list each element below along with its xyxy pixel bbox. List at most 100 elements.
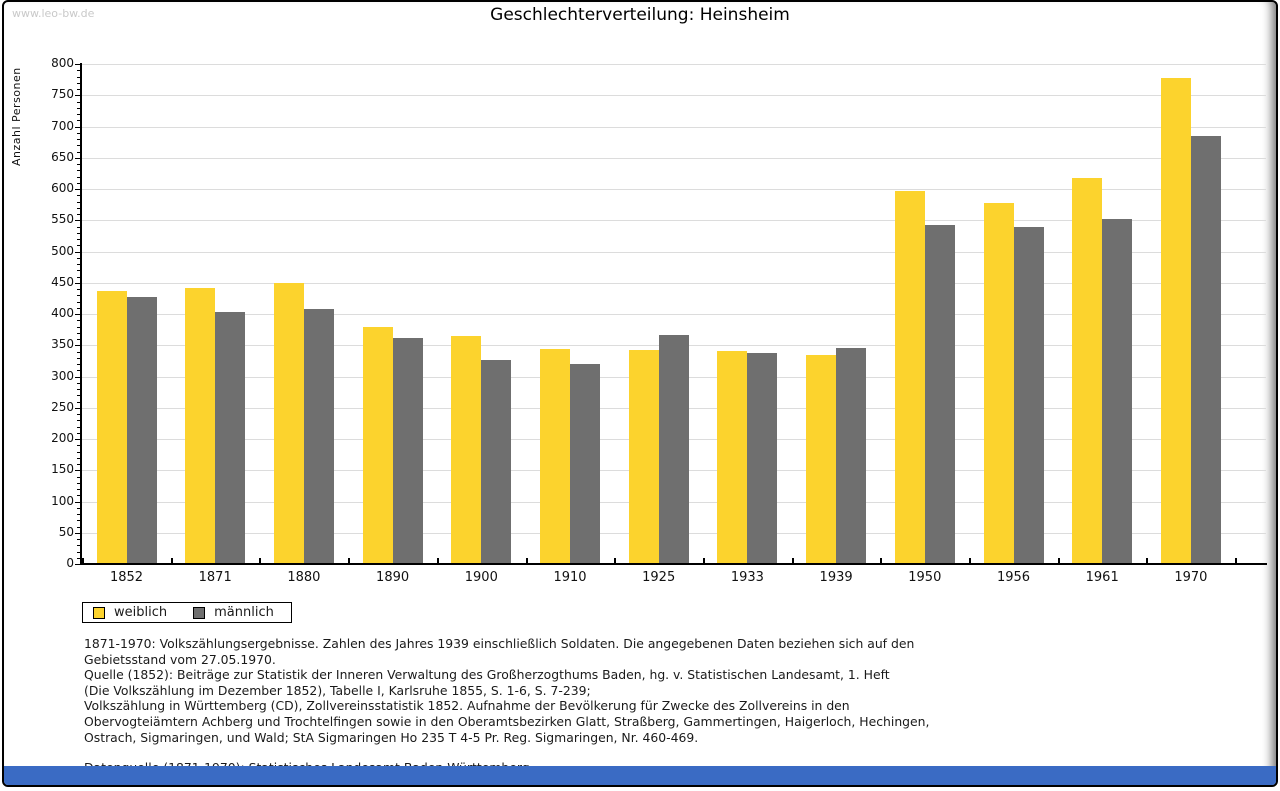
y-minor-tick — [77, 276, 81, 278]
legend-label-maennlich: männlich — [214, 605, 274, 620]
y-major-tick — [75, 345, 81, 347]
y-major-tick — [75, 95, 81, 97]
y-major-tick — [75, 251, 81, 253]
y-minor-tick — [77, 245, 81, 247]
y-major-tick — [75, 439, 81, 440]
y-major-tick — [75, 126, 81, 128]
y-tick-label: 800 — [51, 56, 74, 70]
gridline-750 — [82, 95, 1266, 97]
y-minor-tick — [77, 389, 81, 390]
x-tick — [436, 558, 439, 564]
x-tick-label: 1880 — [287, 570, 321, 585]
y-tick-label: 750 — [51, 87, 74, 102]
y-major-tick — [75, 282, 81, 284]
x-tick-label: 1939 — [819, 570, 853, 585]
y-tick-label: 250 — [51, 399, 74, 414]
x-tick — [348, 558, 351, 564]
y-minor-tick — [77, 351, 81, 353]
bar-männlich-1871 — [215, 311, 246, 564]
footnote-line: Quelle (1852): Beiträge zur Statistik de… — [84, 667, 890, 683]
x-tick-label: 1956 — [996, 570, 1031, 585]
x-tick-label: 1871 — [198, 570, 232, 585]
y-minor-tick — [77, 489, 81, 490]
bar-weiblich-1890 — [362, 326, 393, 564]
y-tick-label: 150 — [51, 462, 74, 477]
legend-swatch-weiblich — [93, 606, 105, 619]
y-tick-label: 700 — [51, 118, 74, 133]
bar-männlich-1852 — [126, 296, 157, 564]
x-tick — [1057, 558, 1060, 564]
y-minor-tick — [77, 320, 81, 322]
chart-title: Geschlechterverteilung: Heinsheim — [490, 5, 790, 25]
x-tick — [880, 558, 883, 564]
footnote-line: Gebietsstand vom 27.05.1970. — [84, 651, 276, 667]
y-minor-tick — [77, 414, 81, 415]
y-minor-tick — [77, 332, 81, 334]
y-minor-tick — [77, 201, 81, 203]
y-minor-tick — [77, 270, 81, 272]
y-minor-tick — [77, 151, 81, 153]
x-tick-label: 1970 — [1174, 570, 1208, 585]
x-axis-line — [80, 563, 1267, 565]
y-minor-tick — [77, 432, 81, 434]
x-tick — [1146, 558, 1149, 564]
y-minor-tick — [77, 370, 81, 372]
y-major-tick — [75, 157, 81, 159]
y-minor-tick — [77, 182, 81, 184]
y-minor-tick — [77, 207, 81, 209]
y-minor-tick — [77, 195, 81, 197]
y-minor-tick — [77, 520, 81, 522]
y-minor-tick — [77, 482, 81, 484]
y-minor-tick — [77, 307, 81, 309]
y-minor-tick — [77, 114, 81, 115]
legend-label-weiblich: weiblich — [114, 605, 168, 620]
y-tick-label: 200 — [51, 431, 74, 445]
bar-männlich-1890 — [392, 338, 423, 564]
x-tick-label: 1890 — [376, 570, 410, 585]
x-tick — [969, 558, 971, 564]
y-major-tick — [75, 220, 81, 222]
x-tick-label: 1933 — [730, 570, 764, 585]
gridline-650 — [82, 157, 1266, 159]
y-tick-label: 600 — [51, 181, 74, 195]
y-tick-label: 650 — [51, 149, 74, 164]
x-tick — [82, 558, 84, 564]
y-major-tick — [75, 564, 81, 565]
y-tick-label: 400 — [51, 306, 74, 320]
gridline-400 — [82, 314, 1266, 315]
x-tick — [170, 558, 173, 564]
y-minor-tick — [77, 545, 81, 547]
y-major-tick — [75, 376, 81, 378]
y-minor-tick — [77, 539, 81, 540]
plot-area — [82, 64, 1266, 564]
y-minor-tick — [77, 326, 81, 328]
y-minor-tick — [77, 226, 81, 228]
x-tick — [614, 558, 617, 564]
y-minor-tick — [77, 507, 81, 509]
bar-weiblich-1970 — [1160, 77, 1191, 564]
y-minor-tick — [77, 495, 81, 497]
bar-weiblich-1880 — [273, 283, 304, 564]
gridline-500 — [82, 251, 1266, 253]
bar-männlich-1900 — [481, 360, 512, 564]
bar-weiblich-1939 — [806, 354, 837, 564]
bar-weiblich-1852 — [96, 290, 127, 564]
footnote-line: (Die Volkszählung im Dezember 1852), Tab… — [84, 682, 591, 698]
y-minor-tick — [77, 382, 81, 384]
bar-männlich-1961 — [1102, 219, 1133, 564]
y-minor-tick — [77, 295, 81, 297]
y-minor-tick — [77, 139, 81, 140]
bar-weiblich-1950 — [894, 190, 925, 564]
footnote-block: 1871-1970: Volkszählungsergebnisse. Zahl… — [84, 636, 1184, 776]
gridline-550 — [82, 220, 1266, 222]
y-major-tick — [75, 189, 81, 190]
x-tick — [1235, 558, 1238, 564]
y-tick-label: 100 — [51, 493, 74, 508]
y-minor-tick — [77, 170, 81, 172]
y-minor-tick — [77, 120, 81, 122]
y-minor-tick — [77, 426, 81, 428]
x-tick-label: 1900 — [464, 570, 498, 585]
y-minor-tick — [77, 551, 81, 553]
site-watermark: www.leo-bw.de — [12, 7, 95, 20]
